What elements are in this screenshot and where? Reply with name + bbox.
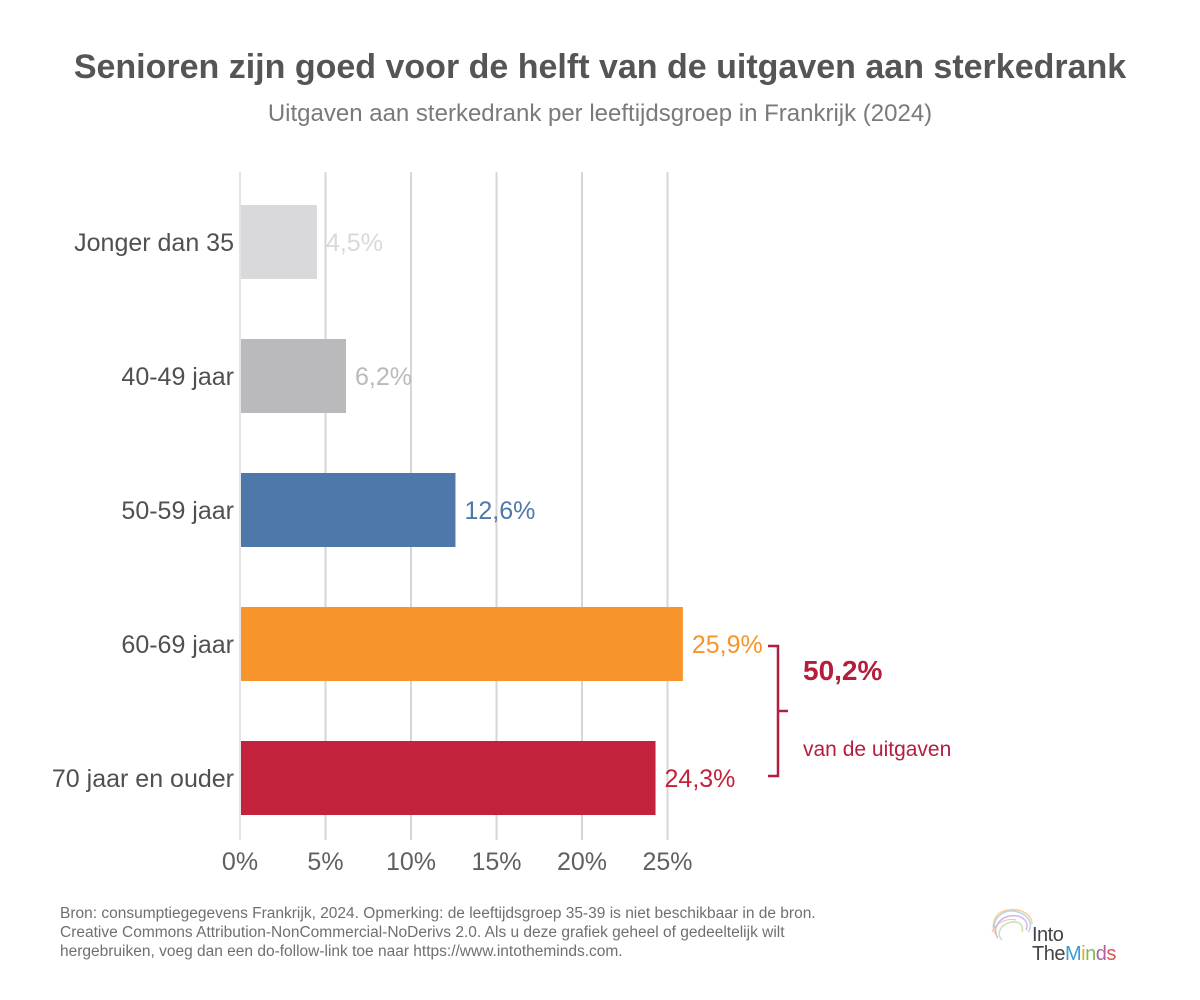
bar: [240, 339, 347, 413]
logo-part: d: [1095, 943, 1107, 965]
brain-swirl-icon: [991, 908, 1033, 941]
bar: [240, 607, 683, 681]
footnote-line: Creative Commons Attribution-NonCommerci…: [60, 924, 785, 941]
value-label: 25,9%: [692, 631, 763, 659]
bar: [240, 473, 456, 547]
category-label: 70 jaar en ouder: [52, 765, 234, 793]
category-label: Jonger dan 35: [74, 229, 234, 257]
x-tick-label: 10%: [386, 848, 436, 876]
x-tick-label: 25%: [642, 848, 692, 876]
value-label: 6,2%: [355, 363, 412, 391]
x-tick-label: 20%: [557, 848, 607, 876]
bar: [240, 741, 656, 815]
footnote-line: Bron: consumptiegegevens Frankrijk, 2024…: [60, 905, 816, 922]
chart-subtitle: Uitgaven aan sterkedrank per leeftijdsgr…: [267, 100, 933, 127]
value-label: 4,5%: [326, 229, 383, 257]
logo-part: The: [1032, 943, 1065, 965]
category-label: 60-69 jaar: [121, 631, 234, 659]
bar-chart: Jonger dan 35 4,5% 40-49 jaar 6,2% 50-59 jaa…: [52, 172, 951, 876]
logo-part: i: [1081, 943, 1086, 965]
category-label: 50-59 jaar: [121, 497, 234, 525]
bar: [240, 205, 317, 279]
annotation-total: 50,2%: [803, 655, 882, 686]
chart-title: Senioren zijn goed voor de helft van de …: [73, 48, 1127, 86]
x-tick-label: 5%: [307, 848, 343, 876]
category-label: 40-49 jaar: [121, 363, 234, 391]
logo-part: s: [1106, 943, 1116, 965]
logo-part: M: [1064, 943, 1082, 965]
annotation-text: van de uitgaven: [803, 738, 951, 761]
logo-word-theminds: TheMinds: [1032, 943, 1116, 966]
intotheminds-logo: Into TheMinds: [988, 902, 1148, 966]
footnote-line: hergebruiken, voeg dan een do-follow-lin…: [60, 943, 623, 960]
logo-part: n: [1085, 943, 1096, 965]
logo-word-into: Into: [1032, 924, 1064, 946]
value-label: 12,6%: [464, 497, 535, 525]
x-tick-label: 15%: [471, 848, 521, 876]
annotation-bracket: [768, 644, 788, 778]
value-label: 24,3%: [665, 765, 736, 793]
x-tick-label: 0%: [222, 848, 258, 876]
source-footnote: Bron: consumptiegegevens Frankrijk, 2024…: [60, 904, 960, 961]
